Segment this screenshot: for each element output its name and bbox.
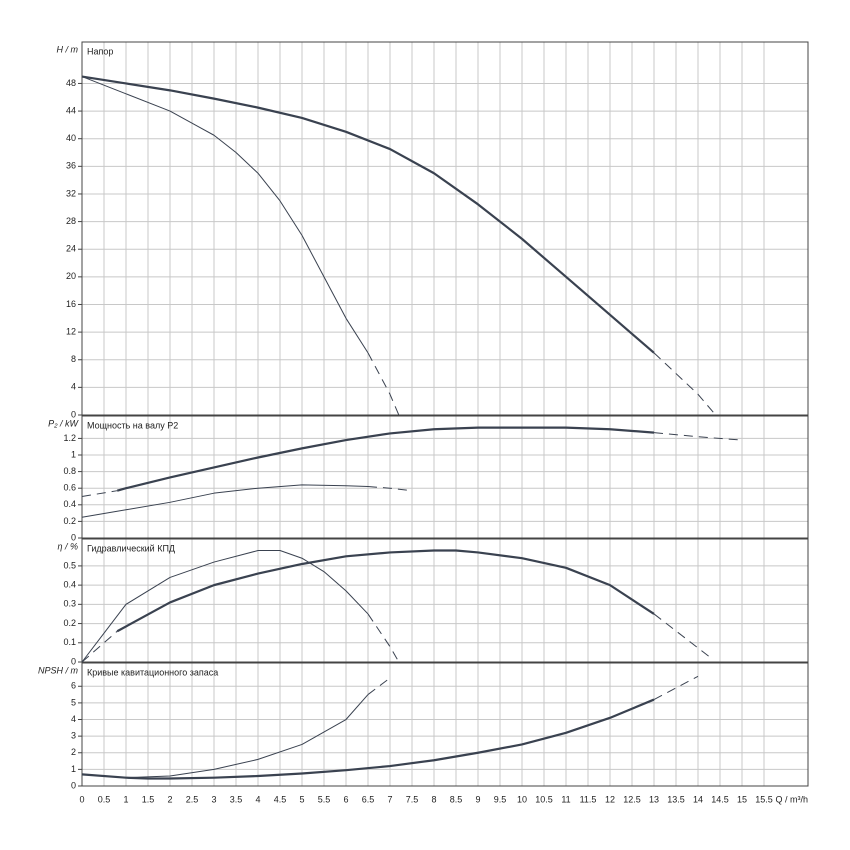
y-tick-label: 32 [66,188,76,198]
curve [81,76,369,354]
curve [81,698,655,780]
y-tick-label: 3 [71,731,76,741]
y-tick-label: 12 [66,326,76,336]
y-axis-label: η / % [57,541,78,551]
y-axis-label: H / m [57,44,79,54]
x-tick-label: 8 [431,794,436,804]
x-tick-label: 13.5 [667,794,685,804]
y-tick-label: 0.2 [63,516,76,526]
y-tick-label: 0.4 [63,499,76,509]
y-tick-label: 48 [66,78,76,88]
y-tick-label: 28 [66,216,76,226]
x-tick-label: 6.5 [362,794,375,804]
curve [81,75,655,354]
x-tick-label: 3.5 [230,794,243,804]
y-tick-label: 0 [71,532,76,542]
x-tick-label: 13 [649,794,659,804]
curve [81,484,369,518]
curve [653,675,699,701]
y-tick-label: 40 [66,133,76,143]
y-tick-label: 0 [71,409,76,419]
x-tick-label: 2 [167,794,172,804]
y-tick-label: 0.1 [63,637,76,647]
curve [116,426,655,492]
x-tick-label: 9 [475,794,480,804]
y-tick-label: 44 [66,105,76,115]
x-tick-label: 15.5 [755,794,773,804]
x-tick-label: 3 [211,794,216,804]
panel-title: Напор [87,46,113,56]
x-tick-label: 0.5 [98,794,111,804]
plot-frame [81,41,809,416]
y-tick-label: 0.4 [63,580,76,590]
y-tick-label: 16 [66,299,76,309]
x-tick-label: 8.5 [450,794,463,804]
curve [367,486,413,492]
y-tick-label: 2 [71,747,76,757]
y-tick-label: 36 [66,161,76,171]
curve [367,352,400,416]
panel-title: Гидравлический КПД [87,543,175,553]
y-tick-label: 0.8 [63,466,76,476]
x-tick-label: 9.5 [494,794,507,804]
x-tick-label: 4.5 [274,794,287,804]
x-tick-label: 12.5 [623,794,641,804]
curve [81,694,369,779]
y-tick-label: 0.5 [63,560,76,570]
y-tick-label: 4 [71,382,76,392]
y-tick-label: 0.6 [63,483,76,493]
y-tick-label: 20 [66,271,76,281]
x-tick-label: 14.5 [711,794,729,804]
y-tick-label: 0.2 [63,618,76,628]
curve [81,490,118,497]
x-tick-label: 11 [561,794,570,804]
x-tick-label: 1.5 [142,794,155,804]
plot-frame [81,538,809,663]
x-tick-label: 10.5 [535,794,553,804]
x-tick-label: 14 [693,794,703,804]
curve [367,677,391,695]
x-tick-label: 12 [605,794,615,804]
y-tick-label: 1.2 [63,433,76,443]
x-tick-label: 5 [299,794,304,804]
x-tick-label: 0 [79,794,84,804]
y-tick-label: 6 [71,681,76,691]
y-tick-label: 0 [71,780,76,790]
curve [81,550,369,663]
x-tick-label: 6 [343,794,348,804]
x-tick-label: 7.5 [406,794,419,804]
x-tick-label: 11.5 [580,794,597,804]
y-tick-label: 1 [71,449,76,459]
y-tick-label: 5 [71,697,76,707]
y-tick-label: 1 [71,764,76,774]
curve [653,352,716,416]
y-tick-label: 8 [71,354,76,364]
y-tick-label: 24 [66,244,76,254]
x-tick-label: 2.5 [186,794,199,804]
y-axis-label: NPSH / m [38,665,79,675]
y-tick-label: 4 [71,714,76,724]
x-tick-label: 1 [123,794,128,804]
curve [116,549,655,633]
y-tick-label: 0 [71,656,76,666]
curve [367,613,400,663]
curve [81,630,118,663]
x-tick-label: 10 [517,794,527,804]
x-tick-label: 4 [255,794,260,804]
plot-frame [81,662,809,787]
panel-title: Мощность на валу P2 [87,420,178,430]
x-tick-label: 15 [737,794,747,804]
plot-frame [81,415,809,539]
panel-title: Кривые кавитационного запаса [87,667,218,677]
curve [653,613,712,659]
x-tick-label: 5.5 [318,794,331,804]
x-tick-label: 7 [387,794,392,804]
y-tick-label: 0.3 [63,599,76,609]
x-axis-label: Q / m³/h [775,794,808,804]
y-axis-label: P₂ / kW [48,418,79,428]
